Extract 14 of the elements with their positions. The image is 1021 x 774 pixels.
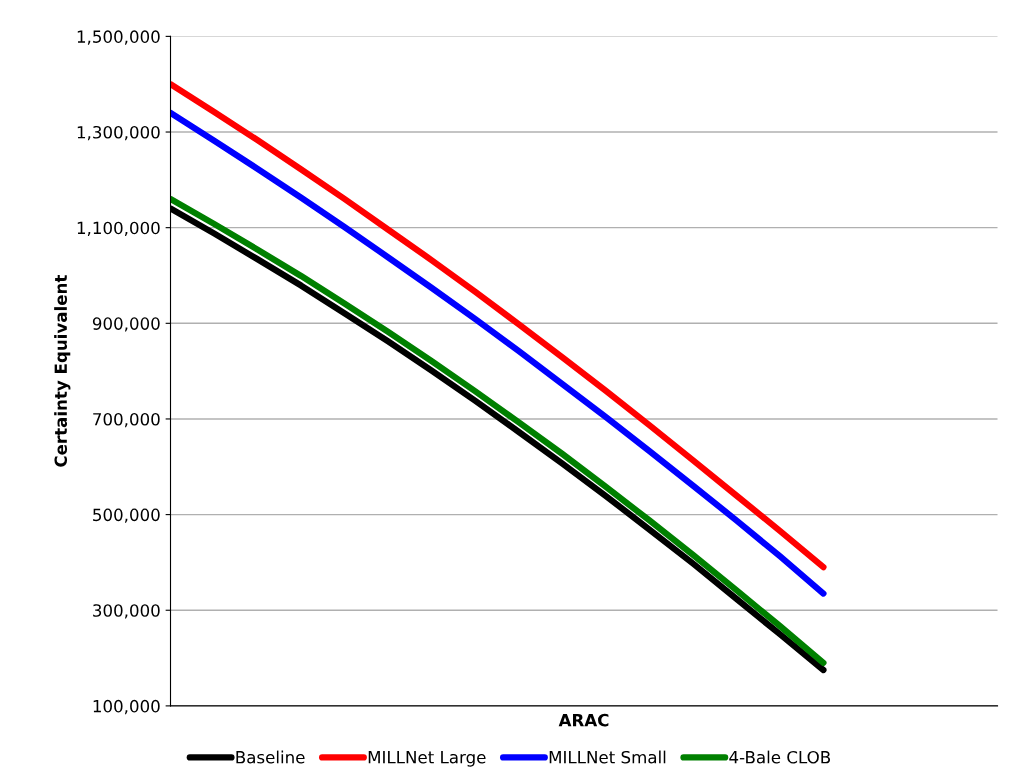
legend-label: MILLNet Large (368, 751, 486, 767)
y-tick-label: 100,000 (93, 699, 160, 715)
legend-label: Baseline (236, 750, 305, 764)
y-tick-label: 500,000 (93, 508, 160, 523)
y-tick-label: 1,300,000 (77, 125, 160, 141)
x-axis-title: ARAC (558, 713, 609, 727)
y-tick-label: 300,000 (93, 604, 160, 619)
y-axis-title: Certainty Equivalent (54, 275, 71, 467)
y-tick-label: 900,000 (92, 317, 160, 332)
y-tick-label: 1,100,000 (77, 221, 160, 236)
legend-label: MILLNet Small (549, 750, 666, 764)
y-tick-label: 700,000 (93, 412, 160, 428)
y-tick-label: 1,500,000 (77, 30, 160, 45)
legend-label: 4-Bale CLOB (729, 750, 831, 764)
